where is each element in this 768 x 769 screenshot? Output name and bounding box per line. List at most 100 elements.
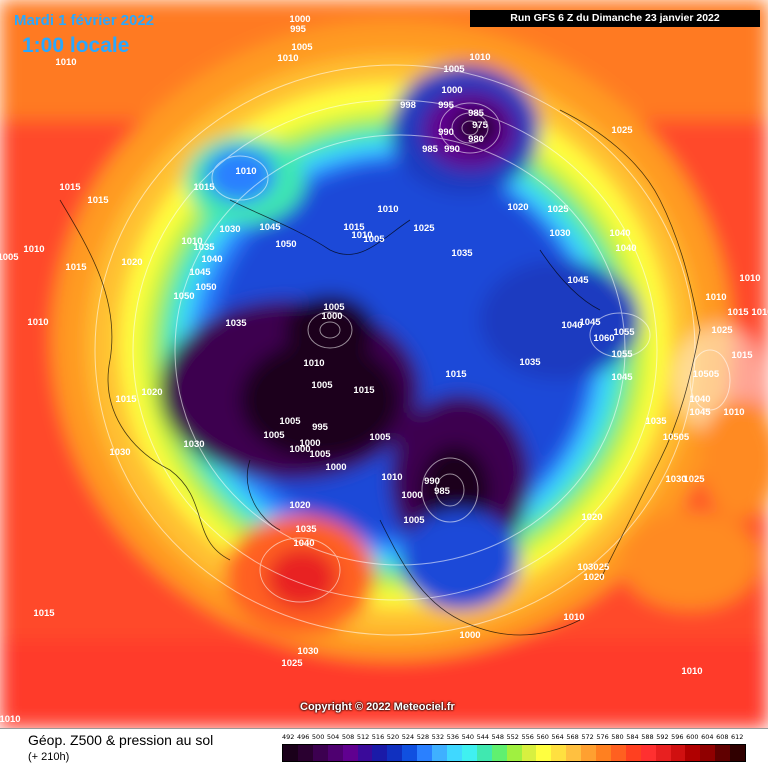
legend-swatch [446, 745, 462, 761]
legend-tick-label: 544 [476, 733, 489, 741]
pressure-label: 1035 [225, 318, 247, 329]
pressure-label: 1030 [665, 474, 686, 485]
pressure-label: 25 [599, 562, 610, 573]
pressure-label: 1045 [579, 317, 601, 328]
pressure-label: 1005 [311, 380, 333, 391]
legend-swatch [312, 745, 328, 761]
legend-tick-label: 500 [311, 733, 325, 741]
pressure-label: 1040 [609, 228, 630, 239]
legend-panel: Géop. Z500 & pression au sol (+ 210h) 49… [0, 728, 768, 769]
legend-tick-label: 612 [731, 733, 744, 741]
pressure-label: 1005 [0, 252, 19, 263]
legend-swatch [536, 745, 552, 761]
legend-swatch [685, 745, 701, 761]
legend-swatch [521, 745, 537, 761]
pressure-label: 1005 [443, 64, 465, 75]
pressure-label: 1035 [519, 357, 541, 368]
pressure-label: 1045 [567, 275, 589, 286]
pressure-label: 1000 [289, 14, 310, 25]
legend-tick-label: 584 [626, 733, 639, 741]
pressure-label: 1015 [115, 394, 137, 405]
pressure-label: 1045 [689, 407, 711, 418]
pressure-label: 995 [438, 100, 455, 111]
legend-swatch [491, 745, 507, 761]
legend-tick-label: 512 [356, 733, 370, 741]
pressure-label: 1015 [731, 350, 753, 361]
pressure-label: 1020 [289, 500, 310, 511]
legend-swatch [297, 745, 313, 761]
pressure-label: 1015 [87, 195, 109, 206]
legend-swatch [402, 745, 418, 761]
pressure-label: 1000 [401, 490, 422, 501]
pressure-label: 1010 [469, 52, 490, 63]
legend-tick-label: 568 [566, 733, 579, 741]
pressure-label: 1015 [445, 369, 467, 380]
legend-tick-label: 528 [416, 733, 430, 741]
legend-tick-label: 552 [506, 733, 519, 741]
pressure-label: 1025 [711, 325, 733, 336]
pressure-label: 1010 [181, 236, 202, 247]
pressure-label: 1060 [593, 333, 614, 344]
pressure-label: 1020 [583, 572, 604, 583]
pressure-label: 1010 [681, 666, 702, 677]
pressure-label: 1025 [683, 474, 705, 485]
pressure-label: 1010 [377, 204, 398, 215]
pressure-label: 1010 [277, 53, 298, 64]
pressure-label: 1035 [193, 242, 215, 253]
pressure-label: 1040 [561, 320, 582, 331]
legend-swatch [640, 745, 656, 761]
pressure-label: 1030 [219, 224, 240, 235]
pressure-label: 1010 [751, 307, 768, 318]
pressure-label: 1035 [295, 524, 317, 535]
legend-tick-label: 564 [551, 733, 564, 741]
legend-tick-label: 592 [656, 733, 669, 741]
pressure-label: 1005 [363, 234, 385, 245]
pressure-label: 990 [444, 144, 460, 155]
pressure-label: 1005 [291, 42, 313, 53]
map-title: Géop. Z500 & pression au sol [28, 732, 214, 748]
legend-swatch [357, 745, 373, 761]
pressure-label: 1020 [141, 387, 162, 398]
pressure-label: 1005 [369, 432, 391, 443]
legend-swatch [581, 745, 597, 761]
legend-tick-label: 580 [611, 733, 624, 741]
pressure-label: 1035 [451, 248, 473, 259]
pressure-label: 10505 [663, 432, 690, 443]
forecast-date: Mardi 1 février 2022 [14, 12, 155, 29]
pressure-label: 1010 [381, 472, 402, 483]
pressure-label: 990 [438, 127, 454, 138]
pressure-label: 1010 [235, 166, 256, 177]
pressure-label: 1025 [413, 223, 435, 234]
pressure-label: 985 [422, 144, 439, 155]
pressure-label: 1030 [549, 228, 570, 239]
pressure-label: 1020 [121, 257, 142, 268]
legend-tick-label: 524 [401, 733, 415, 741]
pressure-label: 1010 [23, 244, 44, 255]
pressure-label: 1035 [645, 416, 667, 427]
pressure-label: 1030 [577, 562, 598, 573]
legend-swatch [655, 745, 671, 761]
pressure-label: 1005 [309, 449, 331, 460]
legend-swatch [342, 745, 358, 761]
pressure-label: 10505 [693, 369, 720, 380]
pressure-label: 1045 [611, 372, 633, 383]
legend-tick-labels: 492 496 500 504 508 512 516 520 524 528 532 536 540 5… [282, 733, 746, 743]
pressure-label: 1015 [59, 182, 81, 193]
legend-tick-label: 608 [716, 733, 729, 741]
z500-color-field [0, 0, 768, 728]
legend-tick-label: 560 [536, 733, 549, 741]
legend-tick-label: 604 [701, 733, 714, 741]
pressure-label: 975 [472, 120, 489, 131]
legend-swatch [327, 745, 343, 761]
legend-swatch [387, 745, 403, 761]
run-info-banner: Run GFS 6 Z du Dimanche 23 janvier 2022 [470, 10, 760, 27]
pressure-label: 1000 [459, 630, 480, 641]
pressure-label: 1005 [279, 416, 301, 427]
legend-tick-label: 548 [491, 733, 504, 741]
pressure-label: 1030 [297, 646, 318, 657]
legend-swatch [372, 745, 388, 761]
pressure-label: 1045 [189, 267, 211, 278]
legend-swatch [432, 745, 447, 761]
pressure-label: 1000 [299, 438, 320, 449]
